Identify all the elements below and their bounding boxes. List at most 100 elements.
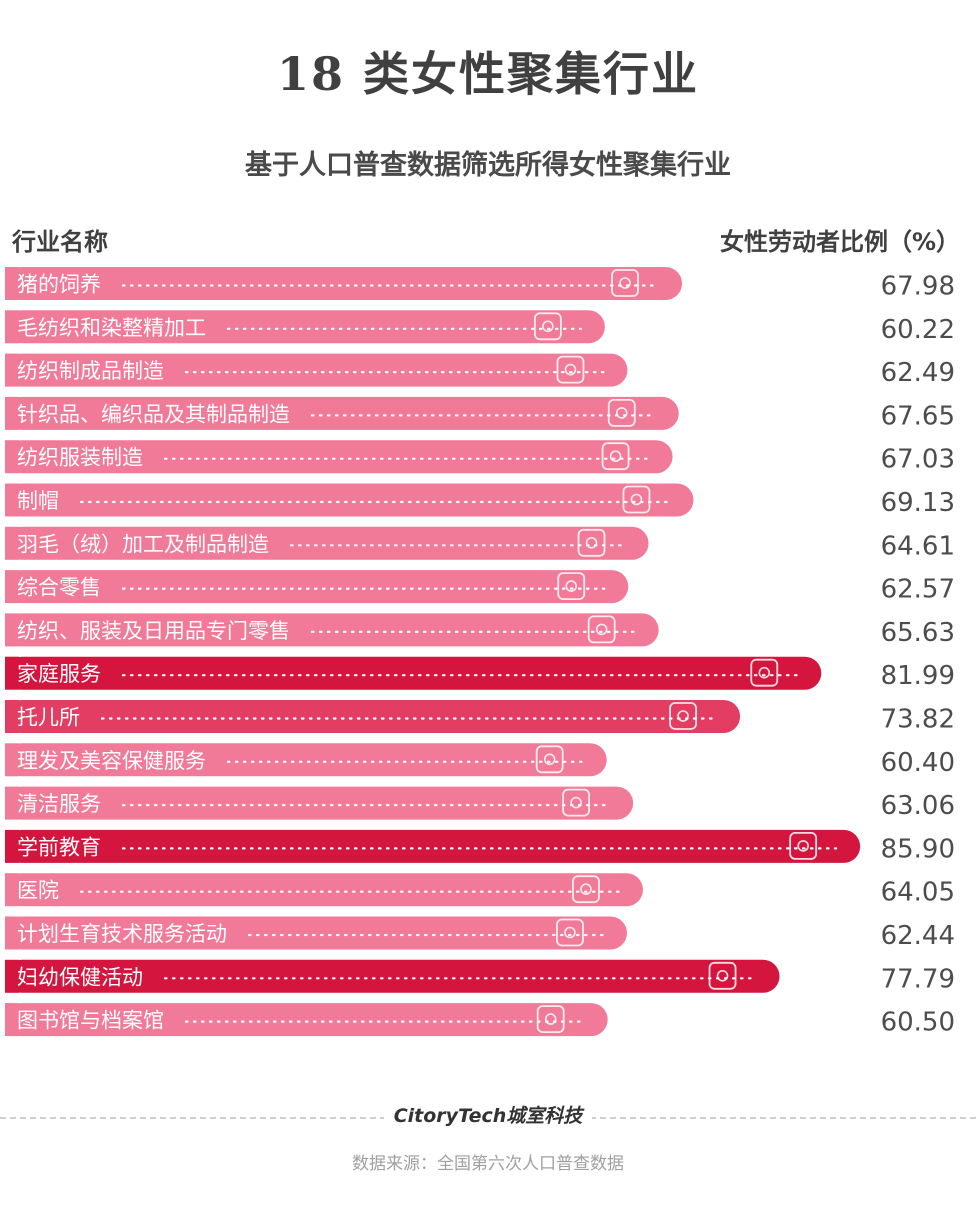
bar	[5, 396, 679, 430]
bar-left-edge	[5, 613, 19, 647]
bar-left-edge	[5, 873, 19, 907]
value-label: 62.44	[881, 921, 955, 951]
bar	[5, 440, 673, 474]
shop-icon	[557, 572, 586, 600]
bar-left-edge	[5, 916, 19, 950]
bar	[5, 483, 694, 517]
bar-left-edge	[5, 526, 19, 560]
value-label: 60.50	[881, 1008, 955, 1038]
bar-label: 家庭服务	[17, 662, 101, 686]
value-label: 64.05	[881, 878, 955, 908]
value-label: 77.79	[881, 964, 955, 994]
page-subtitle: 基于人口普查数据筛选所得女性聚集行业	[245, 150, 731, 181]
value-label: 67.98	[881, 272, 955, 302]
scissors-icon	[535, 745, 564, 774]
bar-label: 妇幼保健活动	[17, 965, 143, 989]
hospital-icon	[572, 875, 600, 904]
pig-icon	[611, 269, 639, 297]
bar	[5, 526, 649, 560]
bar-label: 学前教育	[17, 835, 101, 859]
value-label: 60.22	[881, 315, 955, 345]
library-icon	[536, 1005, 565, 1033]
column-header-industry: 行业名称	[12, 228, 108, 256]
bar-label: 制帽	[17, 489, 59, 513]
page-title: 18 类女性聚集行业	[276, 47, 700, 101]
bar-left-edge	[5, 570, 19, 604]
value-label: 67.03	[881, 445, 955, 475]
bar-row: 猪的饲养 67.98	[5, 267, 955, 302]
bar-left-edge	[5, 786, 19, 820]
bar	[5, 353, 628, 387]
bar-label: 纺织服装制造	[17, 446, 143, 470]
value-label: 63.06	[881, 791, 955, 821]
bar-left-edge	[5, 656, 19, 690]
bar	[5, 570, 629, 604]
bar-row: 纺织、服装及日用品专门零售 65.63	[5, 613, 955, 648]
machine-icon	[533, 312, 562, 341]
bar-row: 制帽 69.13	[5, 483, 955, 518]
bar-label: 针织品、编织品及其制品制造	[17, 402, 290, 426]
bar-row: 纺织服装制造 67.03	[5, 440, 955, 475]
pregnant-icon	[556, 918, 584, 947]
value-label: 62.49	[881, 358, 955, 388]
value-label: 62.57	[881, 575, 955, 605]
bar-left-edge	[5, 1003, 19, 1037]
bar-label: 综合零售	[17, 576, 101, 600]
bar-label: 医院	[17, 879, 59, 903]
children-icon	[669, 702, 697, 730]
bar	[5, 873, 643, 907]
value-label: 67.65	[881, 401, 955, 431]
bar-left-edge	[5, 700, 19, 733]
bar-label: 纺织、服装及日用品专门零售	[17, 619, 290, 643]
bar-row: 毛纺织和染整精加工 60.22	[5, 310, 955, 345]
brand-logo-text: CitoryTech城室科技	[383, 1105, 593, 1127]
value-label: 85.90	[881, 834, 955, 864]
bar	[5, 310, 605, 344]
hat-icon	[622, 485, 651, 514]
bar-label: 羽毛（绒）加工及制品制造	[17, 532, 269, 556]
bar-left-edge	[5, 396, 19, 430]
yarn-icon	[607, 398, 636, 427]
value-label: 60.40	[881, 748, 955, 778]
bar	[5, 786, 634, 820]
bar-label: 理发及美容保健服务	[17, 749, 206, 773]
cleaner-icon	[562, 788, 591, 817]
bar-row: 纺织制成品制造 62.49	[5, 353, 955, 388]
bar	[5, 267, 683, 300]
bar-row: 托儿所 73.82	[5, 700, 955, 735]
bar-row: 计划生育技术服务活动 62.44	[5, 916, 955, 951]
bar	[5, 743, 607, 777]
bar	[5, 1003, 608, 1037]
bar	[5, 959, 780, 993]
bar-row: 学前教育 85.90	[5, 829, 955, 864]
column-header-ratio: 女性劳动者比例（%）	[719, 228, 960, 256]
bar-label: 清洁服务	[17, 792, 101, 816]
bar-label: 图书馆与档案馆	[17, 1009, 164, 1033]
feather-icon	[577, 528, 606, 557]
bar-left-edge	[5, 483, 19, 517]
bar-row: 理发及美容保健服务 60.40	[5, 743, 955, 778]
brand-logo: CitoryTech城室科技	[0, 1101, 976, 1128]
store-icon	[587, 615, 616, 644]
value-label: 64.61	[881, 531, 955, 561]
bar-row: 针织品、编织品及其制品制造 67.65	[5, 396, 955, 431]
bar-label: 托儿所	[17, 706, 80, 730]
value-label: 69.13	[881, 488, 955, 518]
bar-left-edge	[5, 829, 19, 863]
bar-row: 羽毛（绒）加工及制品制造 64.61	[5, 526, 955, 561]
pants-icon	[601, 442, 630, 471]
bar-chart: 猪的饲养 67.98 毛纺织和染整精加工 60.22 纺织制成品制造 62.49 针织品、编…	[5, 267, 955, 1038]
bar	[5, 700, 741, 733]
classroom-icon	[789, 832, 818, 860]
bar-label: 计划生育技术服务活动	[17, 922, 227, 946]
value-label: 81.99	[881, 661, 955, 691]
bar-row: 图书馆与档案馆 60.50	[5, 1003, 955, 1038]
bar	[5, 656, 822, 690]
bar-row: 医院 64.05	[5, 873, 955, 908]
bar	[5, 613, 659, 647]
family-icon	[750, 658, 779, 687]
stroller-icon	[708, 961, 737, 990]
bar-row: 综合零售 62.57	[5, 570, 955, 605]
bar-left-edge	[5, 267, 19, 300]
bar-row: 妇幼保健活动 77.79	[5, 959, 955, 994]
